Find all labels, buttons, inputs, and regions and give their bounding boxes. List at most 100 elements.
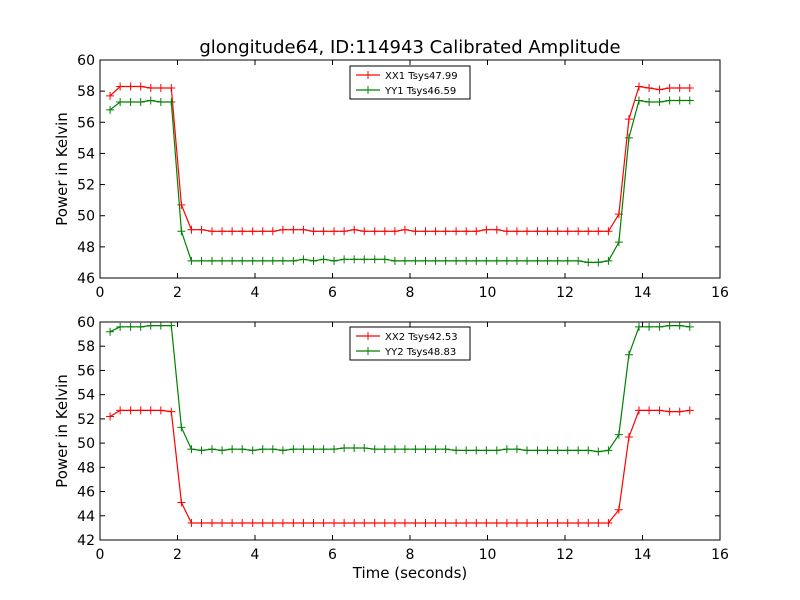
data-point-marker xyxy=(330,445,339,454)
data-point-marker xyxy=(106,91,115,100)
y-tick-label: 56 xyxy=(77,363,95,379)
data-point-marker xyxy=(390,519,399,528)
data-point-marker xyxy=(167,98,176,107)
data-point-marker xyxy=(156,322,165,330)
data-point-marker xyxy=(360,255,369,264)
data-point-marker xyxy=(563,446,572,455)
data-point-marker xyxy=(655,98,664,107)
legend-label: YY2 Tsys48.83 xyxy=(384,347,456,358)
data-point-marker xyxy=(563,519,572,528)
data-point-marker xyxy=(645,84,654,93)
data-point-marker xyxy=(462,256,471,265)
data-point-marker xyxy=(604,227,613,236)
legend: XX1 Tsys47.99 YY1 Tsys46.59 xyxy=(349,65,471,100)
data-point-marker xyxy=(380,445,389,454)
data-point-marker xyxy=(258,445,267,454)
data-point-marker xyxy=(350,225,359,234)
y-tick-label: 54 xyxy=(77,388,95,404)
data-point-marker xyxy=(472,256,481,265)
data-point-marker xyxy=(594,258,603,267)
data-point-marker xyxy=(492,225,501,234)
data-point-marker xyxy=(218,256,227,265)
data-point-marker xyxy=(156,84,165,93)
data-point-marker xyxy=(472,519,481,528)
data-point-marker xyxy=(624,133,633,142)
data-point-marker xyxy=(685,84,694,93)
data-point-marker xyxy=(207,445,216,454)
data-point-marker xyxy=(380,519,389,528)
data-point-marker xyxy=(350,443,359,452)
data-point-marker xyxy=(207,227,216,236)
data-point-marker xyxy=(299,445,308,454)
data-point-marker xyxy=(675,322,684,330)
data-point-marker xyxy=(400,445,409,454)
legend-marker xyxy=(364,86,372,94)
data-point-marker xyxy=(218,227,227,236)
x-tick-label: 16 xyxy=(711,547,729,563)
data-point-marker xyxy=(604,256,613,265)
data-point-marker xyxy=(574,519,583,528)
y-tick-label: 56 xyxy=(77,115,95,131)
data-point-marker xyxy=(574,446,583,455)
data-point-marker xyxy=(431,519,440,528)
data-point-marker xyxy=(238,256,247,265)
data-point-marker xyxy=(187,225,196,234)
y-tick-label: 50 xyxy=(77,436,95,452)
y-tick-label: 60 xyxy=(77,315,95,331)
data-point-marker xyxy=(441,227,450,236)
data-point-marker xyxy=(380,255,389,264)
data-point-marker xyxy=(187,445,196,454)
data-point-marker xyxy=(665,322,674,330)
data-point-marker xyxy=(685,96,694,105)
x-tick-label: 12 xyxy=(556,547,574,563)
data-point-marker xyxy=(411,445,420,454)
data-point-marker xyxy=(390,227,399,236)
data-point-marker xyxy=(390,445,399,454)
data-point-marker xyxy=(309,256,318,265)
data-point-marker xyxy=(278,225,287,234)
data-point-marker xyxy=(360,443,369,452)
data-point-marker xyxy=(553,256,562,265)
data-point-marker xyxy=(106,105,115,114)
data-point-marker xyxy=(594,519,603,528)
data-point-marker xyxy=(655,406,664,415)
data-point-marker xyxy=(553,446,562,455)
data-point-marker xyxy=(421,519,430,528)
y-tick-label: 46 xyxy=(77,271,95,287)
data-point-marker xyxy=(218,519,227,528)
data-point-marker xyxy=(370,255,379,264)
data-point-marker xyxy=(543,227,552,236)
data-point-marker xyxy=(482,446,491,455)
series-line-yy xyxy=(109,99,690,263)
data-point-marker xyxy=(574,256,583,265)
data-point-marker xyxy=(207,519,216,528)
data-point-marker xyxy=(319,227,328,236)
data-point-marker xyxy=(655,322,664,331)
data-point-marker xyxy=(645,322,654,331)
data-point-marker xyxy=(431,256,440,265)
data-point-marker xyxy=(228,445,237,454)
data-point-marker xyxy=(675,84,684,93)
data-point-marker xyxy=(472,446,481,455)
y-tick-label: 42 xyxy=(77,533,95,549)
data-point-marker xyxy=(116,406,125,415)
data-point-marker xyxy=(238,227,247,236)
data-point-marker xyxy=(635,406,644,415)
data-point-marker xyxy=(187,519,196,528)
data-point-marker xyxy=(278,519,287,528)
data-point-marker xyxy=(411,227,420,236)
data-point-marker xyxy=(594,227,603,236)
y-tick-label: 54 xyxy=(77,146,95,162)
data-point-marker xyxy=(421,445,430,454)
data-point-marker xyxy=(360,519,369,528)
data-point-marker xyxy=(482,519,491,528)
data-point-marker xyxy=(207,256,216,265)
data-point-marker xyxy=(502,227,511,236)
data-point-marker xyxy=(645,98,654,107)
data-point-marker xyxy=(258,256,267,265)
data-point-marker xyxy=(452,519,461,528)
data-point-marker xyxy=(146,84,155,93)
y-tick-label: 52 xyxy=(77,178,95,194)
data-point-marker xyxy=(380,227,389,236)
x-axis-label: Time (seconds) xyxy=(352,564,468,582)
